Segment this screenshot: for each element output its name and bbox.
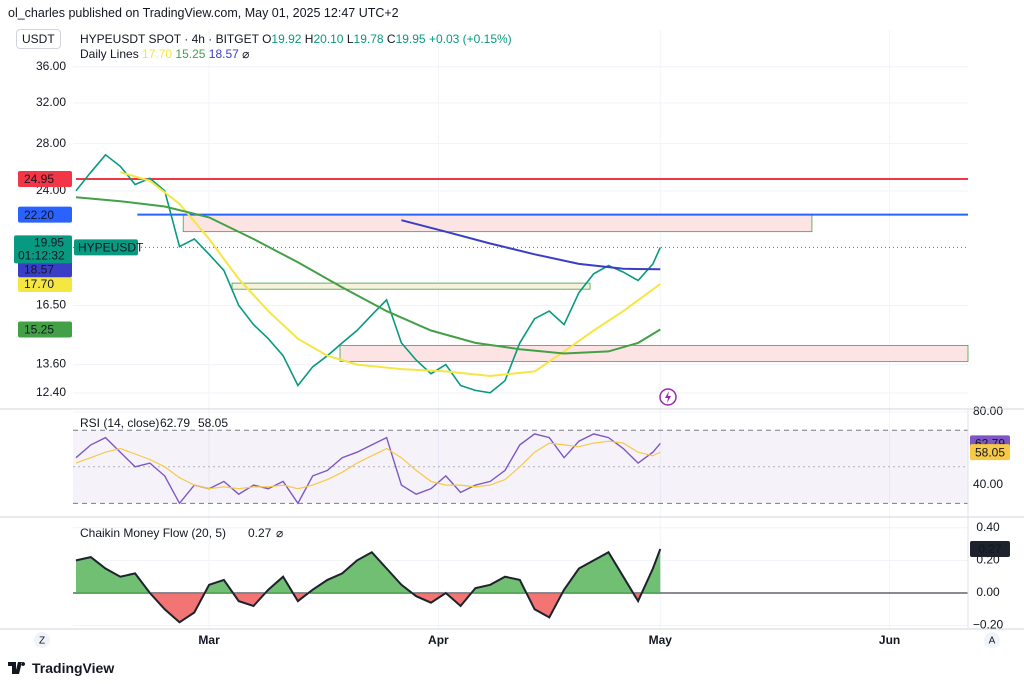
y-tick-label: 16.50 <box>36 298 66 312</box>
x-tick-label: Apr <box>428 633 449 647</box>
symbol-tag-label: HYPEUSDT <box>78 241 144 255</box>
study-icon: ⌀ <box>242 47 250 61</box>
level-tag-label: 22.20 <box>24 208 54 222</box>
value-tag <box>970 540 1010 557</box>
level-tag <box>18 206 72 223</box>
study-value: 18.57 <box>208 47 239 61</box>
ohlc-key: H <box>304 32 314 46</box>
alert-icon[interactable] <box>659 388 677 406</box>
value-tag-label: 58.05 <box>975 445 1005 459</box>
ma-tag-label: 17.70 <box>24 277 54 291</box>
cmf-line <box>75 548 662 624</box>
y-tick-label: 12.40 <box>36 385 66 399</box>
study-values: 17.70 15.25 18.57 <box>142 47 242 61</box>
study-value: 15.25 <box>175 47 206 61</box>
ohlc-value: 19.92 <box>271 32 302 46</box>
symbol-legend: HYPEUSDT SPOT · 4h · BITGET O19.92 H20.1… <box>80 32 512 46</box>
x-tick-label: Jun <box>879 633 900 647</box>
logo-mark <box>8 662 26 674</box>
ohlc-value: 19.78 <box>353 32 384 46</box>
y-tick-label: 36.00 <box>36 59 66 73</box>
cmf-negative-area <box>75 592 661 623</box>
symbol: HYPEUSDT SPOT · 4h · BITGET <box>80 32 259 46</box>
ma-tag <box>18 321 72 338</box>
x-tick-label: May <box>649 633 673 647</box>
symbol-tag <box>74 239 138 256</box>
level-tag-label: 24.95 <box>24 172 54 186</box>
y-tick-label: 40.00 <box>973 477 1003 491</box>
current-price-label: 19.95 <box>34 236 64 250</box>
legend-value: 62.79 <box>160 416 190 430</box>
button-label: A <box>989 636 996 647</box>
value-tag <box>970 444 1010 461</box>
change: +0.03 (+0.15%) <box>428 32 512 46</box>
price-line <box>75 153 662 394</box>
ohlc-key: L <box>346 32 354 46</box>
y-tick-label: 32.00 <box>36 95 66 109</box>
value-tag-label: 0.27 <box>978 542 1002 556</box>
cmf-positive-area <box>75 549 661 593</box>
zone <box>339 344 969 362</box>
cmf-title: Chaikin Money Flow (20, 5) <box>80 526 226 540</box>
ohlc-value: 19.95 <box>395 32 426 46</box>
y-tick-label: 0.40 <box>976 520 1000 534</box>
y-tick-label: −0.20 <box>973 618 1004 632</box>
left-button[interactable]: Z <box>34 632 50 648</box>
moving-average-line <box>75 196 661 355</box>
y-tick-label: 13.60 <box>36 357 66 371</box>
rsi-line <box>75 433 661 505</box>
published-note: ol_charles published on TradingView.com,… <box>8 6 399 20</box>
right-button[interactable]: A <box>984 632 1000 648</box>
study-value: 17.70 <box>142 47 173 61</box>
cmf-icon: ⌀ <box>276 526 283 540</box>
zone <box>231 282 591 290</box>
ma-tag <box>18 275 72 292</box>
button-label: Z <box>39 636 45 647</box>
ma-tag-label: 18.57 <box>24 262 54 276</box>
currency-button[interactable]: USDT <box>16 29 61 49</box>
current-price-tag <box>14 235 72 264</box>
x-tick-label: Mar <box>198 633 220 647</box>
moving-average-line <box>120 171 661 378</box>
rsi-title: RSI (14, close) <box>80 416 159 430</box>
ohlc-key: C <box>386 32 396 46</box>
plot-layer <box>73 153 969 624</box>
legend-value: 58.05 <box>198 416 228 430</box>
legend-value: 0.27 <box>248 526 272 540</box>
logo-text: TradingView <box>32 660 115 676</box>
study-legend: Daily Lines 17.70 15.25 18.57 ⌀ <box>80 47 249 61</box>
ma-tag <box>18 261 72 278</box>
zone <box>182 214 813 233</box>
study-name: Daily Lines <box>80 47 139 61</box>
ohlc-value: 20.10 <box>313 32 344 46</box>
y-tick-label: 80.00 <box>973 404 1003 418</box>
countdown-label: 01:12:32 <box>18 249 65 263</box>
y-tick-label: 0.00 <box>976 585 1000 599</box>
ma-tag-label: 15.25 <box>24 323 54 337</box>
ohlc: O19.92 H20.10 L19.78 C19.95 <box>262 32 429 46</box>
ohlc-key: O <box>262 32 272 46</box>
grid-layer: Mar Apr May Jun36.0032.0028.0024.0016.5013.… <box>36 30 1004 647</box>
moving-average-line <box>401 219 661 271</box>
y-tick-label: 28.00 <box>36 136 66 150</box>
rsi-ma-line <box>75 440 661 490</box>
level-tag <box>18 170 72 187</box>
footer-logo: TradingView <box>8 660 114 676</box>
